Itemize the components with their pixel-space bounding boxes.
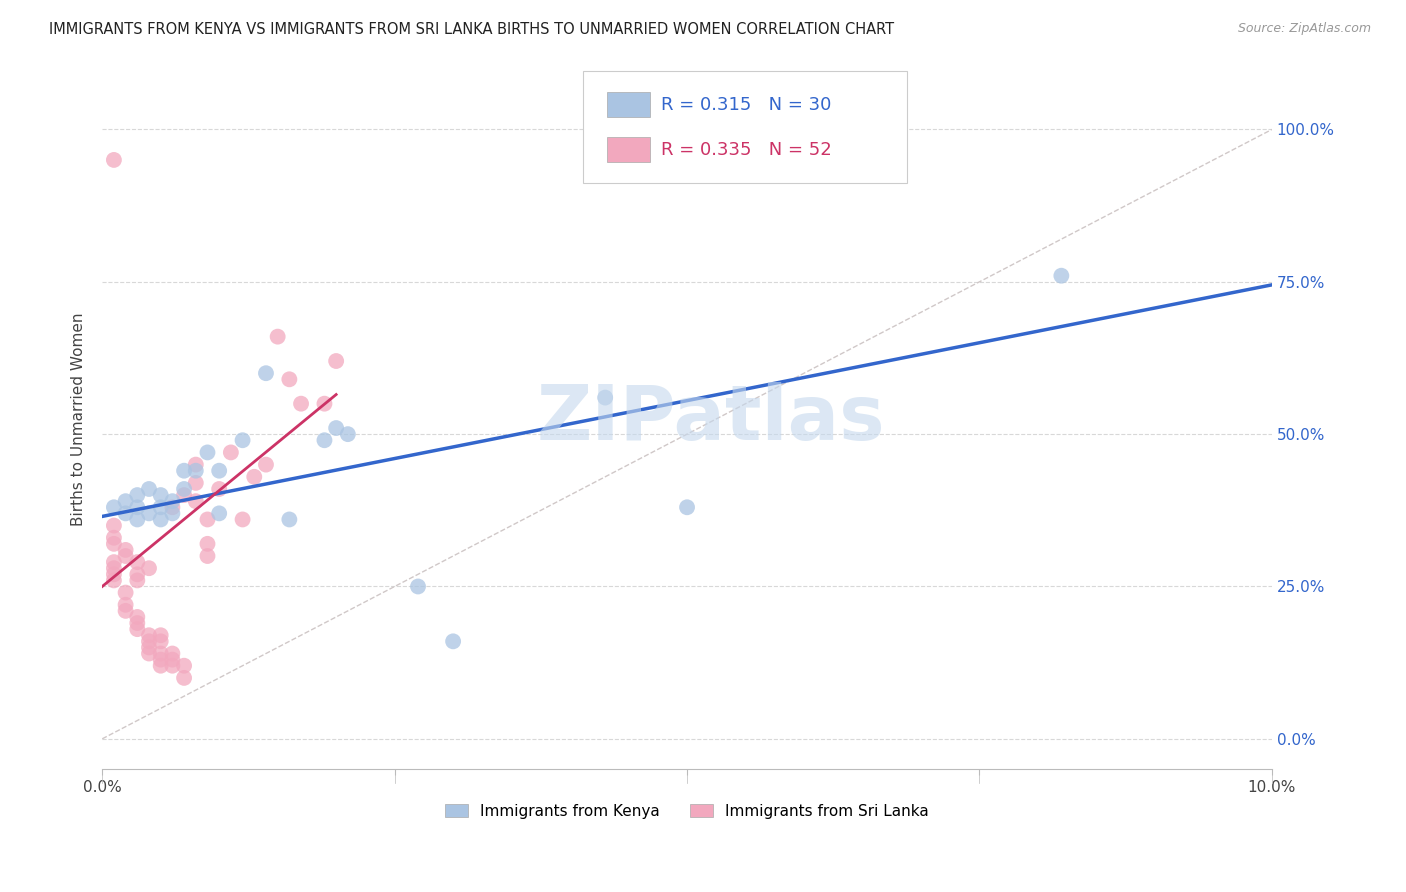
Point [162, 500, 184, 515]
Point [127, 615, 149, 630]
Point [254, 366, 277, 380]
Point [149, 658, 172, 673]
Point [314, 434, 336, 448]
Point [149, 652, 172, 666]
Point [149, 512, 172, 526]
Point [197, 512, 219, 526]
Point [593, 391, 616, 405]
Point [162, 652, 184, 666]
Point [254, 458, 277, 472]
Point [114, 598, 136, 612]
Point [197, 445, 219, 459]
Point [127, 574, 149, 588]
Point [290, 397, 312, 411]
Point [197, 537, 219, 551]
Point [219, 445, 242, 459]
Y-axis label: Births to Unmarried Women: Births to Unmarried Women [72, 312, 86, 525]
Point [325, 354, 347, 368]
Point [325, 421, 347, 435]
Point [278, 372, 301, 386]
Point [127, 500, 149, 515]
Point [114, 507, 136, 521]
Point [138, 647, 160, 661]
Point [173, 658, 195, 673]
Point [232, 434, 254, 448]
Point [314, 397, 336, 411]
Point [336, 427, 359, 442]
Point [138, 640, 160, 655]
Point [173, 488, 195, 502]
Point [208, 464, 231, 478]
Point [114, 604, 136, 618]
Point [173, 671, 195, 685]
Text: R = 0.335   N = 52: R = 0.335 N = 52 [661, 141, 831, 159]
Point [138, 561, 160, 575]
Point [162, 658, 184, 673]
Point [173, 482, 195, 496]
Point [162, 494, 184, 508]
Point [266, 329, 288, 343]
Point [138, 482, 160, 496]
Point [103, 574, 125, 588]
Point [103, 531, 125, 545]
Point [103, 500, 125, 515]
Text: Source: ZipAtlas.com: Source: ZipAtlas.com [1237, 22, 1371, 36]
Point [184, 475, 207, 490]
Point [103, 537, 125, 551]
Text: ZIPatlas: ZIPatlas [536, 382, 884, 456]
Point [162, 507, 184, 521]
Point [138, 634, 160, 648]
Point [103, 555, 125, 569]
Point [184, 458, 207, 472]
Point [103, 561, 125, 575]
Point [208, 507, 231, 521]
Point [441, 634, 464, 648]
Point [138, 628, 160, 642]
Point [127, 567, 149, 582]
Point [197, 549, 219, 563]
Point [114, 585, 136, 599]
Point [676, 500, 699, 515]
Point [103, 518, 125, 533]
Point [406, 580, 429, 594]
Point [149, 628, 172, 642]
Text: IMMIGRANTS FROM KENYA VS IMMIGRANTS FROM SRI LANKA BIRTHS TO UNMARRIED WOMEN COR: IMMIGRANTS FROM KENYA VS IMMIGRANTS FROM… [49, 22, 894, 37]
Point [232, 512, 254, 526]
Point [127, 512, 149, 526]
Point [114, 543, 136, 558]
Point [138, 507, 160, 521]
Point [127, 622, 149, 636]
Point [208, 482, 231, 496]
Point [1050, 268, 1073, 283]
Point [184, 464, 207, 478]
Point [103, 567, 125, 582]
Point [127, 610, 149, 624]
Point [149, 488, 172, 502]
Point [243, 470, 266, 484]
Point [114, 549, 136, 563]
Point [127, 555, 149, 569]
Point [162, 647, 184, 661]
Text: R = 0.315   N = 30: R = 0.315 N = 30 [661, 95, 831, 113]
Point [173, 464, 195, 478]
Point [103, 153, 125, 167]
Point [114, 494, 136, 508]
Point [127, 488, 149, 502]
Point [149, 634, 172, 648]
Legend: Immigrants from Kenya, Immigrants from Sri Lanka: Immigrants from Kenya, Immigrants from S… [439, 797, 935, 825]
Point [149, 647, 172, 661]
Point [184, 494, 207, 508]
Point [278, 512, 301, 526]
Point [149, 500, 172, 515]
